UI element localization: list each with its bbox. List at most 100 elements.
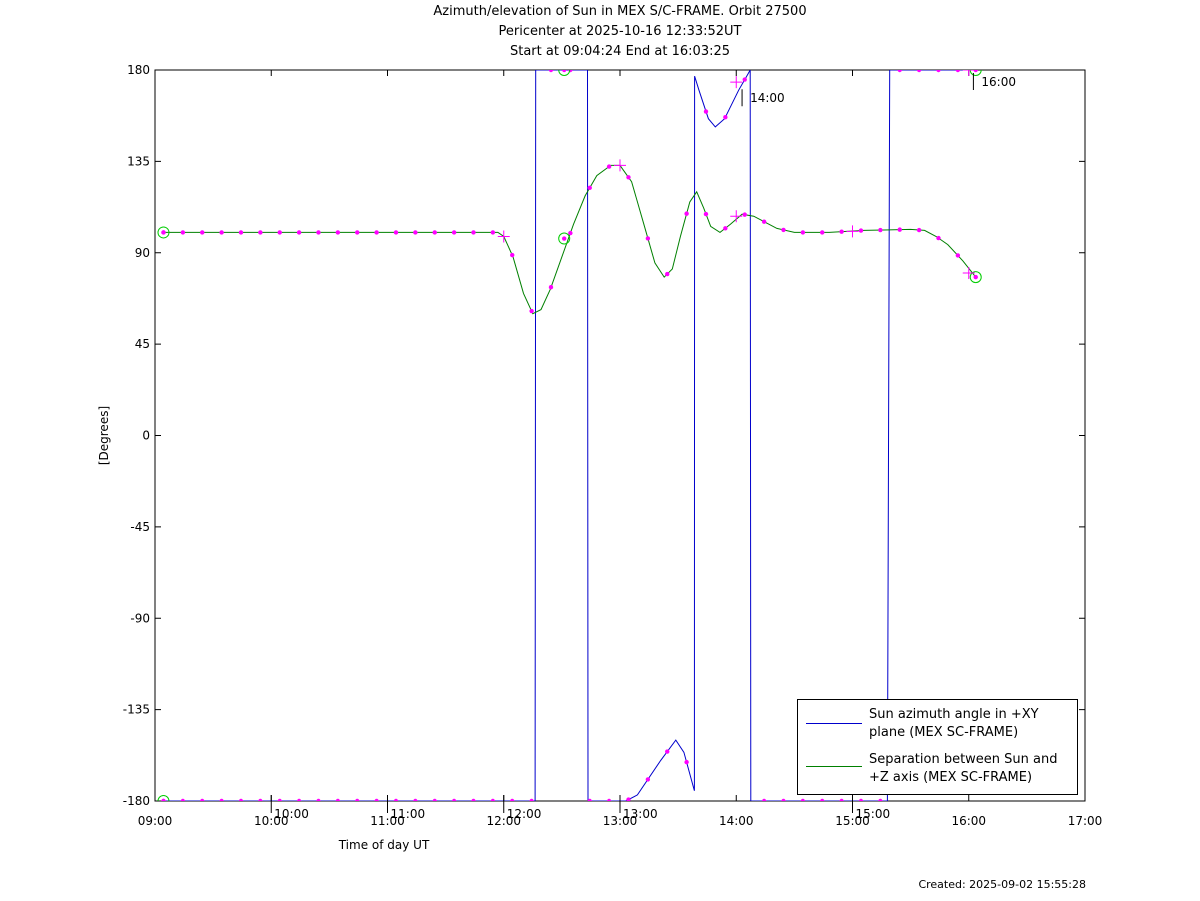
series-1-sample-point: [277, 230, 282, 235]
annotation-label: 14:00: [750, 91, 785, 105]
endpoint-marker: [558, 232, 571, 245]
endpoint-marker: [969, 271, 982, 284]
series-0-sample-point: [820, 798, 825, 801]
series-1-sample-point: [781, 227, 786, 233]
series-0-sample-point: [180, 798, 186, 801]
series-0-sample-point: [761, 798, 767, 801]
y-tick-label: 135: [127, 154, 150, 168]
x-tick-label: 16:00: [951, 814, 986, 828]
series-1-sample-point: [626, 175, 631, 180]
hour-marker: [614, 159, 626, 172]
annotation-label: 16:00: [981, 75, 1016, 89]
series-0-sample-point: [916, 70, 922, 73]
legend-label-azimuth: Sun azimuth angle in +XY plane (MEX SC-F…: [869, 707, 1039, 740]
series-1-sample-point: [684, 211, 689, 216]
series-0-sample-point: [451, 798, 457, 801]
series-0-sample-point: [665, 749, 670, 754]
series-1-sample-point: [897, 227, 902, 232]
y-axis-label: [Degrees]: [97, 406, 111, 465]
hour-marker: [846, 225, 859, 238]
series-0-sample-point: [374, 798, 379, 801]
endpoint-dot: [973, 70, 978, 73]
endpoint-dot: [973, 274, 978, 280]
series-1-sample-point: [820, 230, 825, 235]
series-1-sample-point: [568, 230, 573, 236]
endpoint-marker: [969, 70, 982, 76]
series-0-sample-point: [277, 798, 282, 801]
series-1-sample-point: [703, 211, 709, 217]
series-1-sample-point: [665, 271, 670, 277]
endpoint-dot: [161, 230, 166, 235]
series-1-sample-point: [800, 230, 806, 235]
series-0-sample-point: [296, 798, 302, 801]
series-0-sample-point: [316, 798, 321, 801]
legend-label-separation: Separation between Sun and +Z axis (MEX …: [869, 752, 1058, 785]
series-1-sample-point: [180, 230, 186, 235]
series-0-sample-point: [568, 70, 573, 73]
series-1-sample-point: [916, 227, 922, 233]
series-1-sample-point: [374, 230, 379, 235]
hour-marker: [962, 70, 975, 76]
series-1-sample-point: [548, 285, 554, 290]
chart-title-line-1: Azimuth/elevation of Sun in MEX S/C-FRAM…: [433, 4, 807, 19]
x-tick-label: 09:00: [138, 814, 173, 828]
series-1-sample-point: [490, 230, 496, 235]
series-1-sample-point: [413, 230, 418, 235]
endpoint-marker: [157, 795, 170, 801]
series-1-sample-point: [645, 236, 651, 241]
series-1-sample-point: [955, 253, 961, 258]
series-0-sample-point: [936, 70, 941, 73]
series-0-sample-point: [645, 777, 651, 782]
series-0-sample-point: [432, 798, 437, 801]
series-0-sample-point: [781, 798, 786, 801]
series-0-sample-point: [606, 798, 612, 801]
series-1-sample-point: [742, 212, 747, 217]
series-0-sample-point: [742, 77, 747, 82]
series-0-sample-point: [897, 70, 902, 73]
series-0-sample-point: [355, 798, 360, 801]
series-0-sample-point: [200, 798, 205, 801]
y-tick-label: 0: [142, 429, 150, 443]
annotation-label: 13:00: [623, 807, 658, 821]
hour-marker: [497, 230, 510, 243]
series-0-sample-point: [258, 798, 263, 801]
series-1-sample-point: [393, 230, 399, 235]
chart-title-line-3: Start at 09:04:24 End at 16:03:25: [509, 44, 731, 59]
series-1-sample-point: [471, 230, 476, 235]
created-timestamp: Created: 2025-09-02 15:55:28: [918, 878, 1086, 891]
series-1-sample-point: [238, 230, 244, 235]
x-tick-label: 14:00: [719, 814, 754, 828]
legend-swatch-separation: [806, 766, 862, 767]
endpoint-marker: [157, 226, 170, 239]
series-1-sample-point: [335, 230, 341, 235]
series-1-sample-point: [858, 228, 864, 233]
series-0-sample-point: [858, 798, 864, 801]
series-1-sample-point: [510, 252, 515, 258]
series-1-sample-point: [723, 226, 728, 231]
y-tick-label: -180: [123, 794, 150, 808]
x-tick-label: 12:00: [486, 814, 521, 828]
series-1-sample-point: [878, 227, 883, 233]
legend-swatch-azimuth: [806, 723, 862, 724]
series-0-sample-point: [723, 115, 728, 120]
x-tick-label: 11:00: [370, 814, 405, 828]
series-1-sample-point: [258, 230, 263, 235]
series-0-sample-point: [878, 798, 883, 801]
series-0-sample-point: [471, 798, 476, 801]
series-1-sample-point: [296, 230, 302, 235]
series-0-sample-point: [393, 798, 399, 801]
endpoint-dot: [562, 70, 567, 73]
y-tick-label: 180: [127, 63, 150, 77]
series-1-sample-point: [587, 185, 592, 191]
series-0-sample-point: [684, 759, 689, 765]
y-tick-label: 45: [135, 337, 150, 351]
annotation-label: 10:00: [274, 807, 309, 821]
series-0-sample-point: [529, 798, 534, 801]
y-tick-label: -90: [130, 611, 150, 625]
annotation-label: 15:00: [856, 807, 891, 821]
chart-title-line-2: Pericenter at 2025-10-16 12:33:52UT: [498, 24, 742, 39]
series-0-sample-point: [703, 109, 709, 114]
series-1-sample-point: [451, 230, 457, 235]
series-0-sample-point: [800, 798, 806, 801]
